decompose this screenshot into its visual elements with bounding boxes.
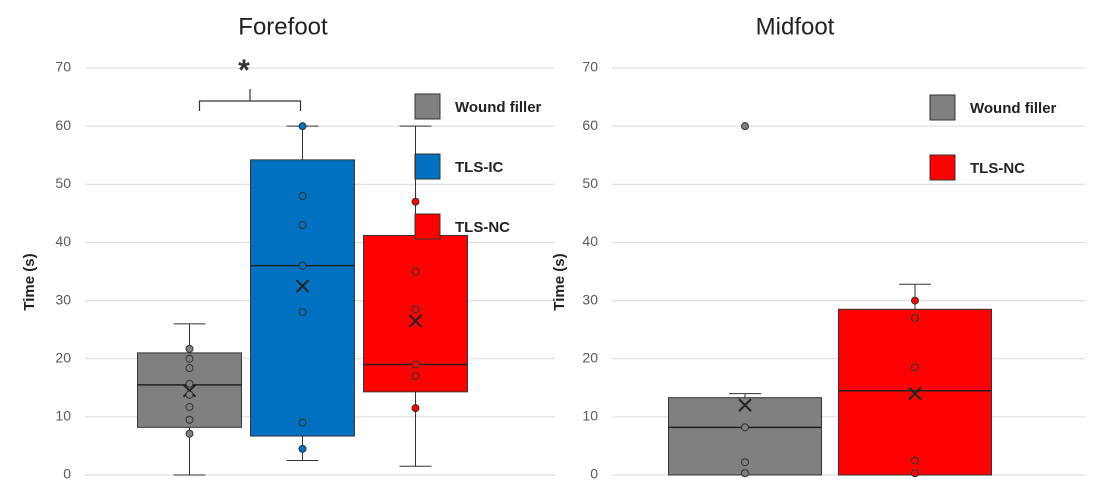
data-point: [741, 122, 749, 131]
data-point: [185, 344, 194, 353]
data-point: [741, 458, 749, 467]
box: [838, 308, 992, 476]
legend-label: TLS-NC: [455, 219, 510, 236]
data-point: [911, 314, 919, 323]
legend-swatch: [929, 94, 956, 121]
legend-swatch: [414, 93, 441, 120]
significance-bracket: [198, 89, 302, 111]
y-tick-label: 70: [55, 59, 71, 75]
mean-marker: [295, 279, 310, 293]
data-point: [411, 360, 420, 369]
y-tick-label: 0: [63, 466, 71, 482]
data-point: [411, 305, 420, 314]
data-point: [185, 402, 194, 411]
data-point: [411, 372, 420, 381]
data-point: [911, 456, 919, 465]
data-point: [185, 390, 194, 399]
y-axis-label: Time (s): [551, 253, 568, 310]
data-point: [298, 220, 307, 229]
data-point: [298, 261, 307, 270]
y-tick-label: 30: [55, 291, 71, 307]
annotation: *: [238, 54, 250, 87]
y-tick-label: 60: [55, 117, 71, 133]
data-point: [185, 364, 194, 373]
data-point: [185, 354, 194, 363]
legend-swatch: [414, 153, 441, 180]
data-point: [411, 404, 420, 413]
y-axis-label: Time (s): [21, 253, 38, 310]
data-point: [298, 308, 307, 317]
y-tick-label: 20: [55, 349, 71, 365]
mean-marker: [182, 383, 197, 398]
legend-label: TLS-NC: [970, 160, 1025, 177]
y-tick-label: 30: [582, 291, 598, 307]
data-point: [298, 444, 307, 453]
legend-swatch: [414, 213, 441, 240]
data-point: [411, 197, 420, 206]
mean-marker: [408, 314, 423, 328]
y-tick-label: 0: [590, 466, 598, 482]
legend-label: TLS-IC: [455, 159, 503, 176]
chart-title: Forefoot: [238, 13, 328, 40]
legend-label: Wound filler: [455, 99, 542, 116]
y-tick-label: 70: [582, 59, 598, 75]
legend-label: Wound filler: [970, 100, 1057, 117]
chart-title: Midfoot: [756, 13, 835, 40]
legend-swatch: [929, 154, 956, 181]
data-point: [298, 122, 307, 131]
y-tick-label: 50: [582, 175, 598, 191]
y-tick-label: 40: [55, 233, 71, 249]
y-tick-label: 20: [582, 349, 598, 365]
y-tick-label: 40: [582, 233, 598, 249]
y-tick-label: 50: [55, 175, 71, 191]
data-point: [911, 296, 919, 305]
y-tick-label: 10: [582, 408, 598, 424]
data-point: [911, 469, 919, 478]
data-point: [185, 429, 194, 438]
data-point: [741, 469, 749, 478]
y-tick-label: 60: [582, 117, 598, 133]
data-point: [741, 423, 749, 432]
data-point: [411, 267, 420, 276]
mean-marker: [908, 386, 922, 401]
box: [250, 159, 355, 437]
data-point: [298, 418, 307, 427]
data-point: [298, 191, 307, 200]
y-tick-label: 10: [55, 408, 71, 424]
mean-marker: [738, 398, 752, 412]
data-point: [185, 379, 194, 388]
data-point: [911, 363, 919, 372]
data-point: [185, 415, 194, 424]
